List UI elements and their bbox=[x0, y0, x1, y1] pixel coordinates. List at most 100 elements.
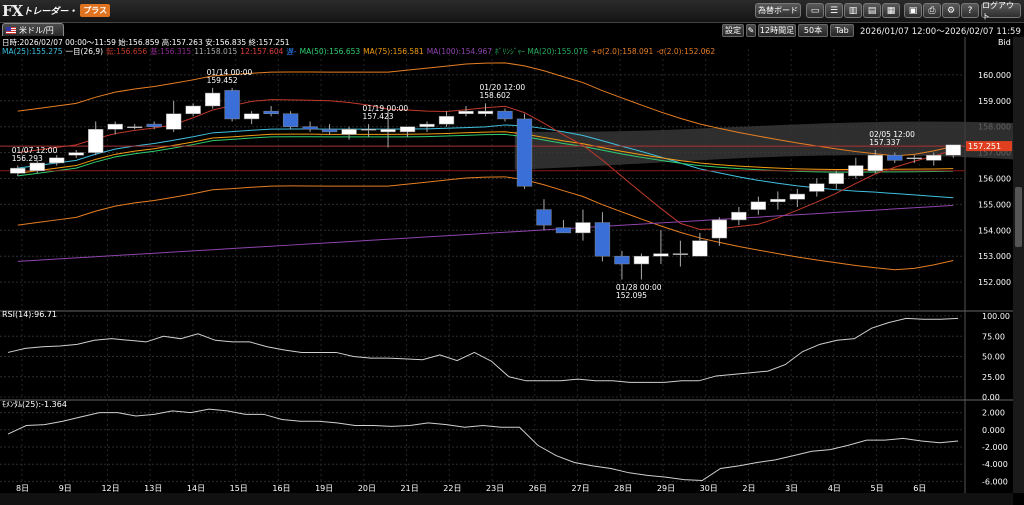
candle-body bbox=[282, 113, 299, 127]
price-tick-label: 154.000 bbox=[978, 226, 1011, 235]
logout-button[interactable]: ログアウト bbox=[981, 1, 1021, 21]
horizontal-scrollbar[interactable] bbox=[0, 493, 1013, 505]
tab-button[interactable]: Tab bbox=[830, 24, 854, 37]
chart-canvas[interactable]: 160.000159.000158.000157.000156.000155.0… bbox=[0, 37, 1013, 493]
settings-button[interactable]: 設定 bbox=[722, 24, 744, 37]
ma100-line bbox=[17, 204, 954, 262]
time-tick-label: 6日 bbox=[913, 484, 926, 493]
pair-tab[interactable]: 米ドル/円 bbox=[2, 23, 64, 36]
candle-body bbox=[692, 240, 708, 257]
candle-body bbox=[516, 118, 533, 187]
legend-item-5: 12:157.604 bbox=[240, 47, 284, 56]
annotation-price: 156.293 bbox=[11, 153, 43, 163]
price-annotation: 01/07 12:00 156.293 bbox=[11, 146, 58, 163]
candle-body bbox=[224, 90, 240, 120]
date-range: 2026/01/07 12:00～2026/02/07 11:59 bbox=[860, 27, 1021, 37]
time-tick-label: 5日 bbox=[871, 484, 884, 493]
candle-body bbox=[614, 255, 630, 265]
time-tick-label: 15日 bbox=[230, 484, 248, 493]
time-tick-label: 29日 bbox=[657, 484, 675, 493]
period-select[interactable]: 12時間足 bbox=[758, 24, 796, 37]
list-icon[interactable]: ☰ bbox=[825, 3, 843, 18]
rsi-line bbox=[7, 317, 959, 383]
tenkan-line bbox=[17, 99, 954, 230]
time-tick-label: 4日 bbox=[828, 484, 841, 493]
price-annotation: 01/19 00:00 157.423 bbox=[363, 105, 409, 121]
logo-sub: トレーダー・ bbox=[23, 7, 78, 17]
ma25-line bbox=[17, 124, 954, 199]
candle-body bbox=[263, 110, 279, 115]
app-logo: FX トレーダー・ プラス bbox=[2, 2, 111, 20]
price-tick-label: 155.000 bbox=[978, 200, 1011, 209]
vertical-scrollbar[interactable] bbox=[1013, 37, 1024, 493]
candle-body bbox=[653, 253, 669, 257]
candle-body bbox=[906, 157, 922, 160]
candle-body bbox=[672, 253, 689, 255]
window-icon[interactable]: ▭ bbox=[806, 3, 824, 18]
tab-row: 米ドル/円 bbox=[0, 22, 1024, 36]
time-tick-label: 27日 bbox=[571, 484, 589, 493]
time-tick-label: 12日 bbox=[101, 484, 119, 493]
time-tick-label: 28日 bbox=[614, 484, 632, 493]
momentum-title: ﾓﾒﾝﾀﾑ(25):-1.364 bbox=[2, 400, 67, 409]
ma75-line bbox=[17, 131, 954, 174]
candle-body bbox=[887, 154, 903, 161]
settings-icon[interactable]: ⚙ bbox=[942, 3, 960, 18]
candle-body bbox=[536, 209, 552, 226]
tile3-icon[interactable]: ▦ bbox=[882, 3, 900, 18]
candle-body bbox=[302, 126, 318, 130]
candle-body bbox=[419, 123, 435, 127]
price-tick-label: 159.000 bbox=[978, 97, 1011, 106]
candle-body bbox=[243, 113, 260, 120]
rate-board-button[interactable]: 為替ボード bbox=[755, 3, 801, 18]
time-tick-label: 26日 bbox=[529, 484, 547, 493]
ma50-line bbox=[17, 133, 954, 177]
bar-count-select[interactable]: 50本 bbox=[798, 24, 828, 37]
price-annotation: 02/05 12:00 157.337 bbox=[869, 131, 915, 147]
scroll-thumb[interactable] bbox=[1015, 187, 1022, 247]
price-tick-label: 152.000 bbox=[978, 278, 1011, 287]
time-tick-label: 19日 bbox=[315, 484, 333, 493]
momentum-tick-label: -6.000 bbox=[982, 477, 1008, 486]
print-icon[interactable]: ⎙ bbox=[923, 3, 941, 18]
candle-body bbox=[926, 154, 942, 161]
candle-body bbox=[555, 227, 572, 234]
candle-body bbox=[750, 201, 767, 210]
legend-item-9: MA(100):154.967 bbox=[426, 47, 493, 56]
candle-body bbox=[380, 129, 396, 133]
save-icon[interactable]: ▣ bbox=[904, 3, 922, 18]
price-annotation: 01/28 00:00 152.095 bbox=[615, 282, 662, 300]
rsi-tick-label: 50.00 bbox=[982, 353, 1005, 362]
time-tick-label: 3日 bbox=[785, 484, 798, 493]
time-tick-label: 14日 bbox=[187, 484, 205, 493]
legend-item-2: 転:156.656 bbox=[106, 47, 148, 56]
top-toolbar: FX トレーダー・ プラス 為替ボード ▭ ☰ ▥ ▤ ▦ ▣ ⎙ ⚙ ? ログ… bbox=[0, 0, 1024, 23]
candle-body bbox=[341, 129, 357, 135]
candle-body bbox=[107, 123, 123, 130]
candle-body bbox=[127, 126, 143, 128]
current-price-tag bbox=[966, 141, 1012, 152]
tile-icon[interactable]: ▥ bbox=[844, 3, 862, 18]
candle-body bbox=[633, 255, 650, 265]
annotation-time: 01/28 00:00 bbox=[615, 282, 662, 292]
candle-body bbox=[828, 173, 844, 184]
time-tick-label: 20日 bbox=[358, 484, 376, 493]
ichimoku-cloud bbox=[514, 121, 1013, 170]
legend-item-8: MA(75):156.581 bbox=[363, 47, 424, 56]
momentum-tick-label: -4.000 bbox=[982, 460, 1008, 469]
candle-body bbox=[945, 144, 961, 156]
pair-tab-label: 米ドル/円 bbox=[19, 25, 54, 35]
annotation-time: 01/20 12:00 bbox=[479, 83, 526, 93]
candle-body bbox=[458, 110, 474, 115]
price-tick-label: 153.000 bbox=[978, 252, 1011, 261]
candle-body bbox=[867, 154, 883, 171]
help-icon[interactable]: ? bbox=[961, 3, 979, 18]
indicator-legend: MA(25):155.275 一目(26,9) 転:156.656 基:156.315… bbox=[2, 46, 718, 57]
logo-plus: プラス bbox=[80, 4, 111, 17]
price-tick-label: 160.000 bbox=[978, 71, 1011, 80]
annotation-price: 157.337 bbox=[869, 138, 901, 147]
price-annotation: 01/20 12:00 158.602 bbox=[480, 84, 526, 100]
pen-icon[interactable]: ✎ bbox=[746, 24, 756, 37]
price-annotation: 01/14 00:00 159.452 bbox=[207, 68, 253, 85]
tile2-icon[interactable]: ▤ bbox=[863, 3, 881, 18]
